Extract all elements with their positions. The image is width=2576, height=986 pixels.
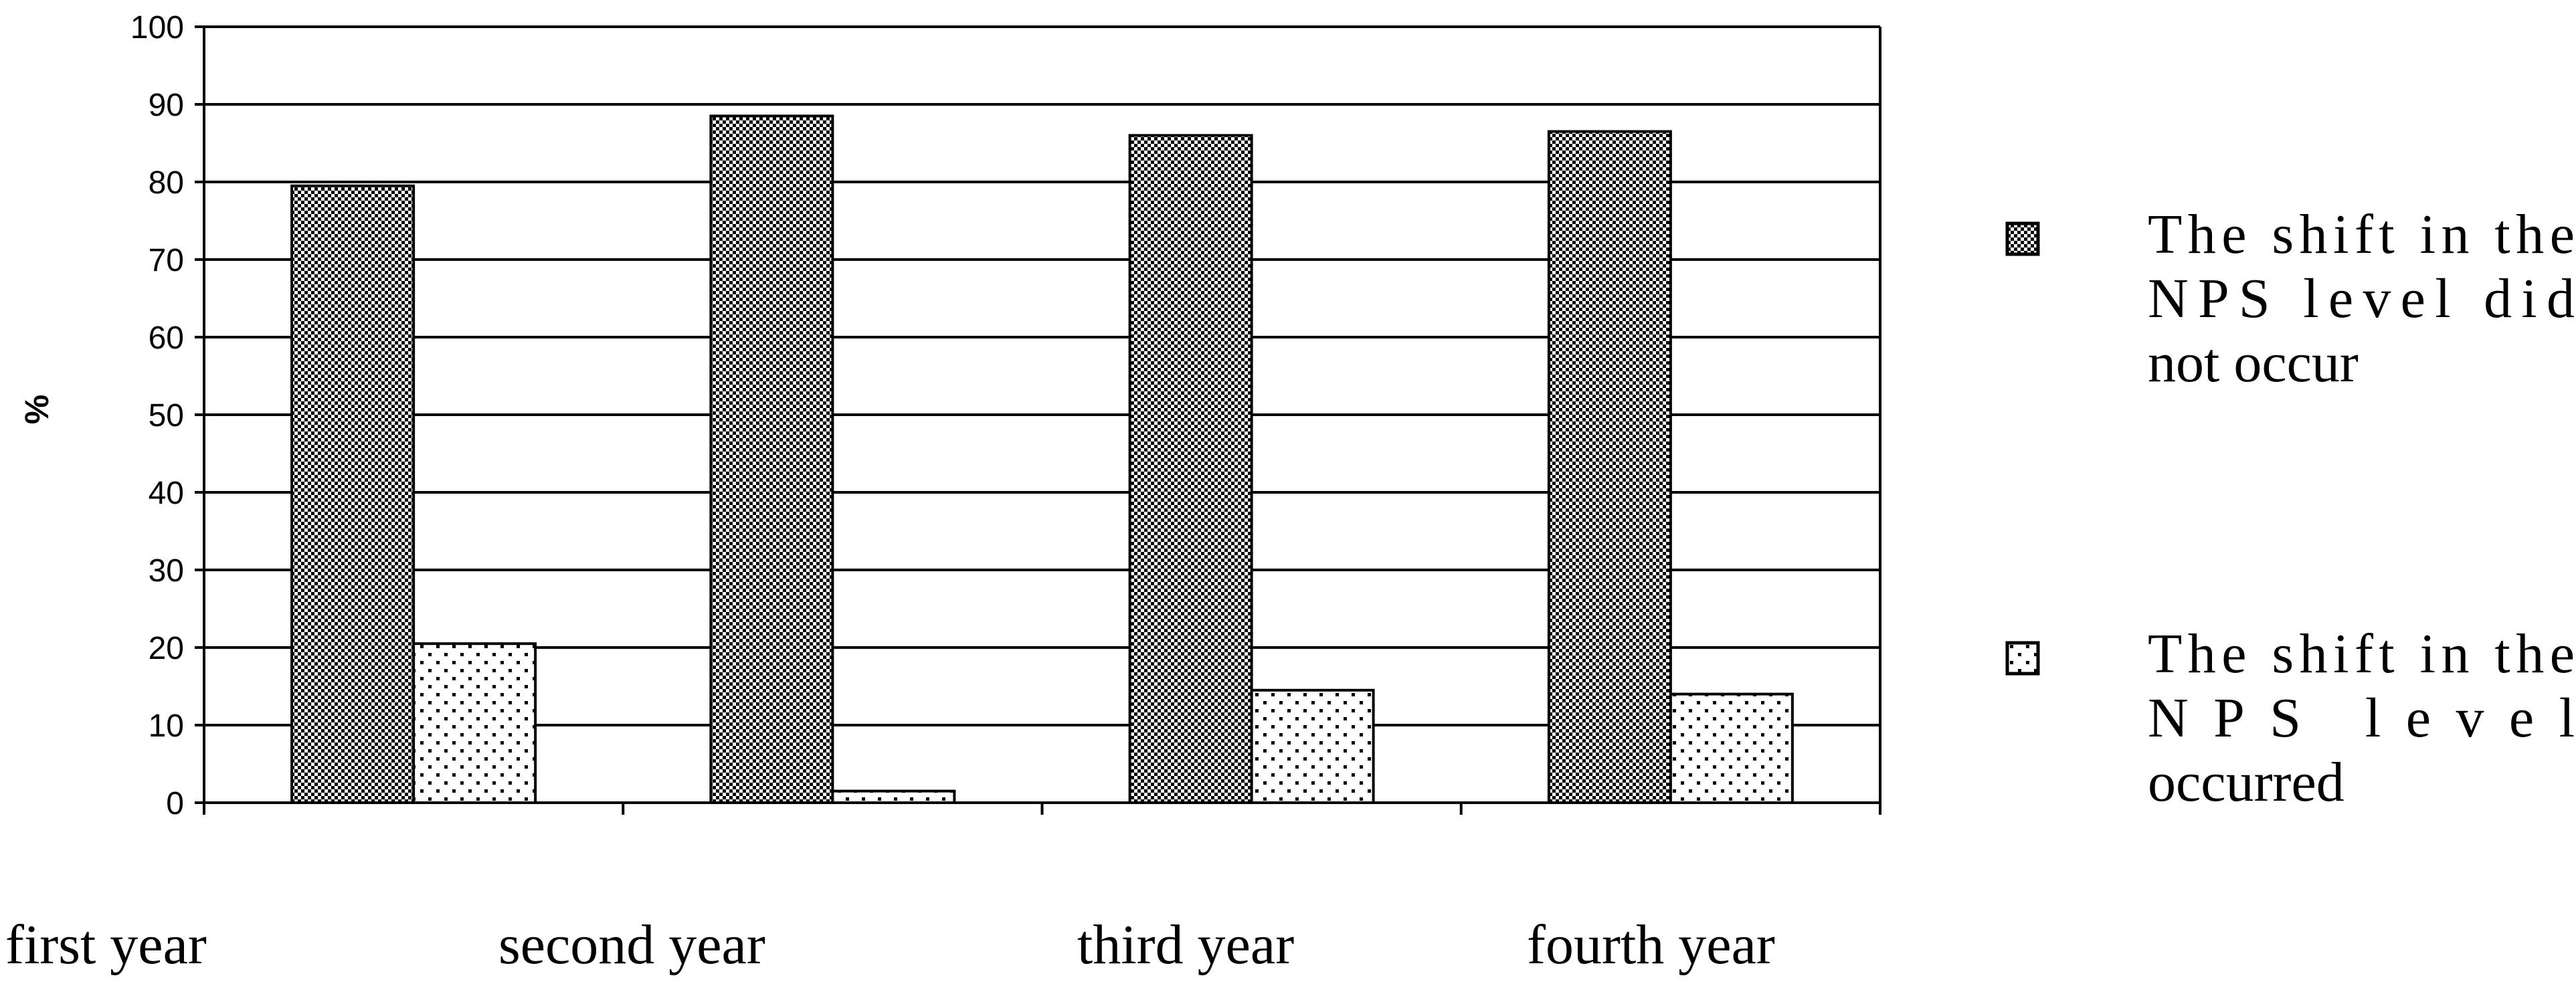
bar-occurred bbox=[412, 642, 537, 805]
bar-occurred bbox=[1250, 688, 1375, 805]
category-label: second year bbox=[498, 914, 765, 976]
legend-swatch bbox=[2005, 221, 2040, 256]
category-label: third year bbox=[1077, 914, 1294, 976]
bar-occurred bbox=[831, 789, 956, 804]
y-tick-label: 10 bbox=[149, 708, 184, 744]
bar-did-not-occur bbox=[290, 184, 416, 804]
y-tick-label: 30 bbox=[149, 553, 184, 589]
y-tick-label: 50 bbox=[149, 398, 184, 433]
y-tick-label: 90 bbox=[149, 88, 184, 123]
bars bbox=[290, 114, 1794, 805]
legend-text: The shift in the bbox=[2148, 203, 2575, 266]
axes bbox=[195, 25, 1881, 815]
legend-text: occurred bbox=[2148, 751, 2344, 813]
y-tick-label: 40 bbox=[149, 476, 184, 511]
legend-swatch bbox=[2005, 641, 2040, 676]
legend-text: NPS level did bbox=[2148, 268, 2575, 330]
bar-did-not-occur bbox=[1547, 130, 1672, 805]
category-label: fourth year bbox=[1527, 914, 1775, 976]
y-tick-label: 70 bbox=[149, 243, 184, 278]
bar-did-not-occur bbox=[1128, 134, 1253, 804]
bar-occurred bbox=[1669, 692, 1794, 804]
y-tick-label: 80 bbox=[149, 165, 184, 201]
category-labels: first year second year third year fourth ye… bbox=[5, 914, 1775, 976]
y-tick-label: 60 bbox=[149, 320, 184, 356]
y-axis-label: % bbox=[18, 395, 56, 424]
y-tick-label: 0 bbox=[166, 786, 184, 821]
legend-text: The shift in the bbox=[2148, 623, 2575, 685]
legend-text: not occur bbox=[2148, 332, 2359, 394]
legend-text: NPS level bbox=[2148, 687, 2575, 749]
y-tick-label: 100 bbox=[130, 10, 184, 45]
y-tick-label: 20 bbox=[149, 631, 184, 666]
bar-did-not-occur bbox=[709, 114, 834, 804]
category-label: first year bbox=[5, 914, 207, 976]
y-tick-labels: 0 10 20 30 40 50 60 70 80 90 100 bbox=[130, 10, 184, 821]
